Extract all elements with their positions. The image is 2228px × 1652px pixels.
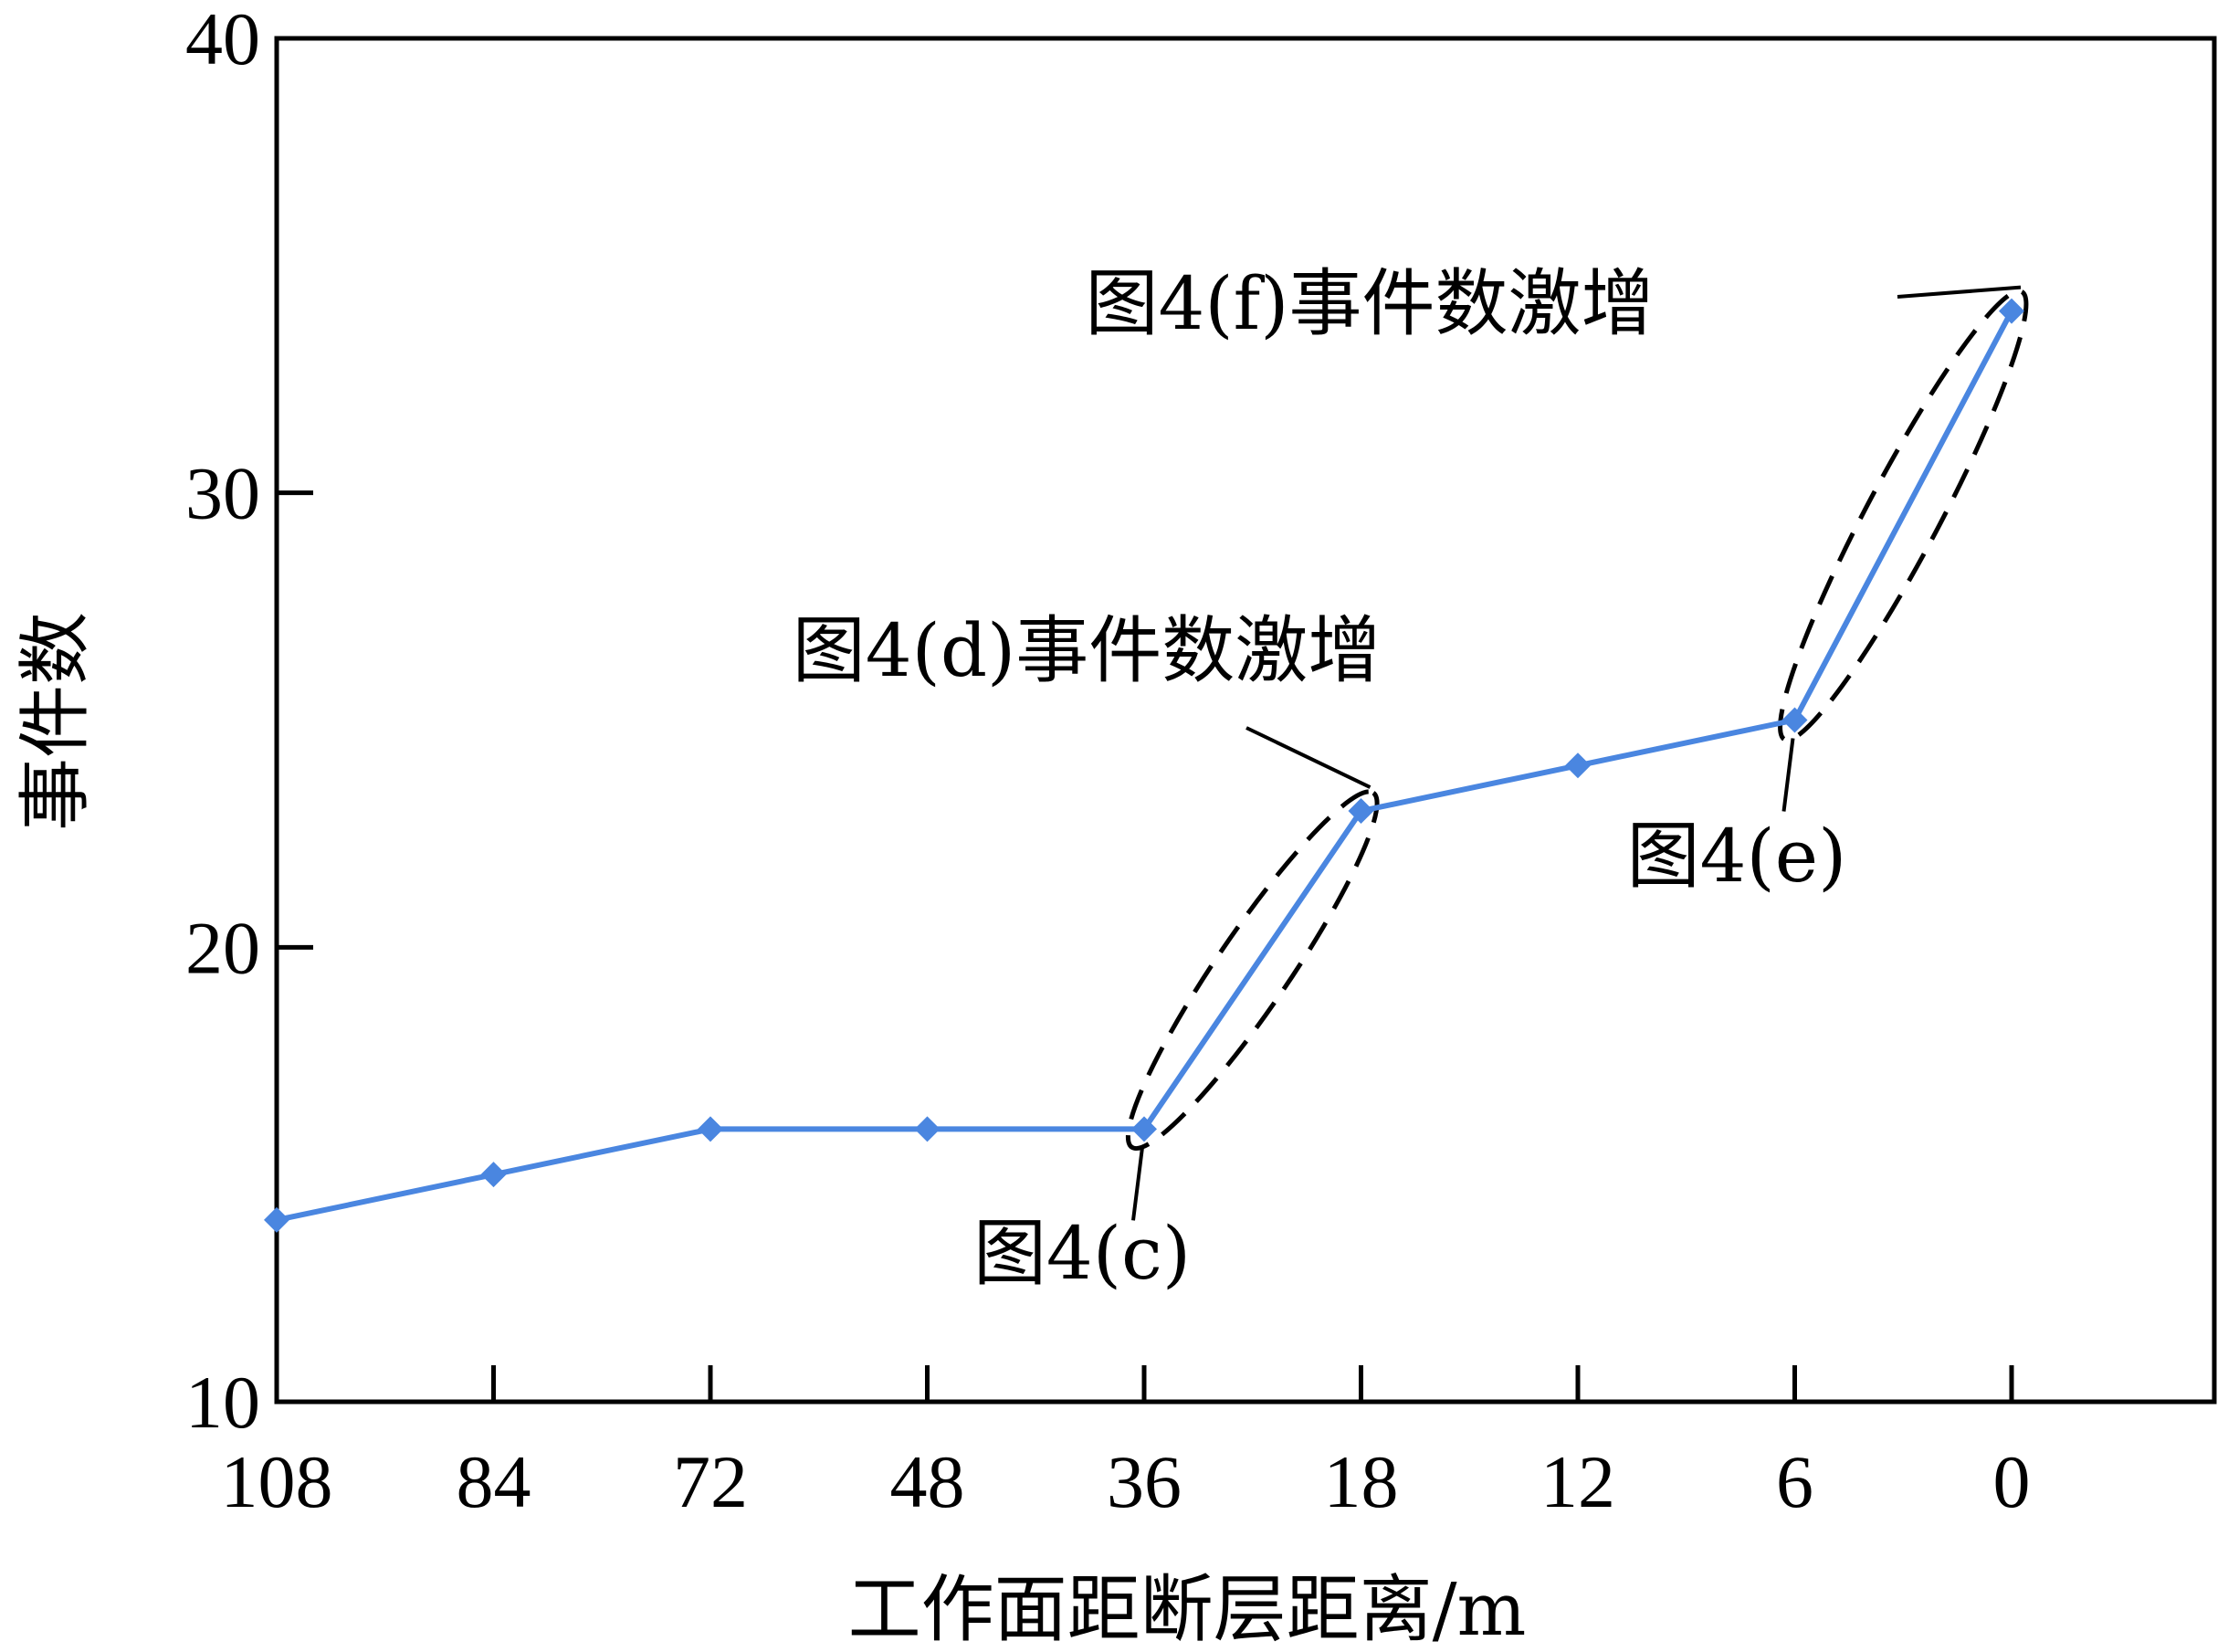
data-point: [1565, 752, 1591, 779]
x-tick-label: 108: [221, 1440, 333, 1523]
leader-line: [1781, 738, 1795, 812]
data-point: [698, 1116, 723, 1142]
x-tick-label: 6: [1776, 1440, 1813, 1523]
x-tick-label: 18: [1324, 1440, 1399, 1523]
data-point: [264, 1206, 289, 1233]
annotation-label: 图4(d)事件数激增: [793, 608, 1382, 693]
leader-line: [1897, 285, 2022, 299]
x-tick-label: 0: [1993, 1440, 2031, 1523]
data-point: [1131, 1116, 1157, 1142]
series-line: [276, 310, 2014, 1223]
highlight-ellipse: [1125, 789, 1380, 1152]
y-axis: 10 20 30 40: [185, 0, 313, 1444]
y-tick-label: 10: [185, 1361, 260, 1444]
x-tick-label: 48: [890, 1440, 965, 1523]
x-axis: 108 84 72 48 36 18 12 6 0: [221, 1365, 2031, 1523]
x-tick-label: 72: [673, 1440, 748, 1523]
annotation-label: 图4(f)事件数激增: [1086, 261, 1655, 346]
y-axis-title: 事件数: [13, 612, 98, 831]
annotation-label: 图4(e): [1627, 814, 1847, 899]
leader-line: [1245, 726, 1371, 789]
plot-frame: [274, 36, 2217, 1405]
x-tick-label: 84: [457, 1440, 531, 1523]
series-layer: [264, 298, 2024, 1233]
leader-line: [1131, 1147, 1144, 1221]
annotation-label: 图4(c): [973, 1211, 1191, 1296]
y-tick-label: 20: [185, 906, 260, 989]
y-tick-label: 30: [185, 452, 260, 535]
data-point: [480, 1162, 507, 1188]
data-point: [914, 1116, 941, 1142]
data-point: [1781, 707, 1808, 733]
data-point: [1348, 798, 1374, 825]
data-point: [1999, 298, 2024, 324]
x-axis-title: 工作面距断层距离/m: [848, 1567, 1527, 1652]
x-tick-label: 12: [1540, 1440, 1615, 1523]
y-tick-label: 40: [185, 0, 260, 80]
x-tick-label: 36: [1107, 1440, 1182, 1523]
